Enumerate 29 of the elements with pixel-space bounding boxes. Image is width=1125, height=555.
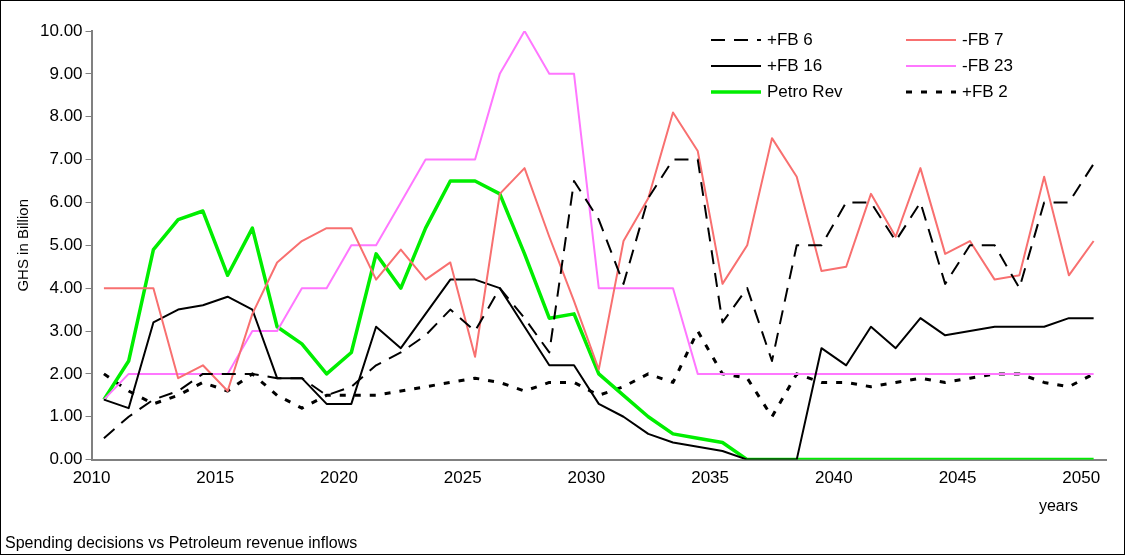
x-tick-label: 2020 bbox=[320, 468, 358, 488]
x-axis-title: years bbox=[1038, 496, 1078, 514]
x-tick-label: 2050 bbox=[1062, 468, 1101, 488]
y-tick-label: 6.00 bbox=[49, 192, 83, 212]
x-tick-label: 2040 bbox=[814, 468, 853, 488]
x-tick-label: 2035 bbox=[691, 468, 730, 488]
legend-label: -FB 7 bbox=[962, 29, 1004, 49]
y-tick-label: 4.00 bbox=[49, 277, 83, 297]
y-tick-label: 7.00 bbox=[49, 149, 83, 169]
y-tick-label: 8.00 bbox=[49, 106, 83, 126]
y-tick-label: 3.00 bbox=[49, 320, 83, 340]
legend-label: +FB 16 bbox=[767, 55, 823, 75]
y-tick-label: 9.00 bbox=[49, 63, 83, 83]
x-tick-label: 2030 bbox=[567, 468, 606, 488]
legend-label: +FB 2 bbox=[962, 81, 1008, 101]
x-tick-label: 2045 bbox=[938, 468, 977, 488]
y-axis-title: GHS in Billion bbox=[14, 199, 32, 292]
y-tick-label: 5.00 bbox=[49, 234, 83, 254]
x-tick-label: 2010 bbox=[72, 468, 111, 488]
x-tick-label: 2025 bbox=[443, 468, 482, 488]
legend-label: -FB 23 bbox=[962, 55, 1014, 75]
legend-label: Petro Rev bbox=[767, 81, 844, 101]
legend-label: +FB 6 bbox=[767, 29, 813, 49]
x-tick-label: 2015 bbox=[196, 468, 235, 488]
y-tick-label: 1.00 bbox=[49, 406, 83, 426]
y-tick-label: 0.00 bbox=[49, 449, 83, 469]
y-tick-label: 10.00 bbox=[39, 20, 83, 40]
y-tick-label: 2.00 bbox=[49, 363, 83, 383]
text: Spending decisions vs Petroleum revenue inflows bbox=[5, 534, 358, 551]
